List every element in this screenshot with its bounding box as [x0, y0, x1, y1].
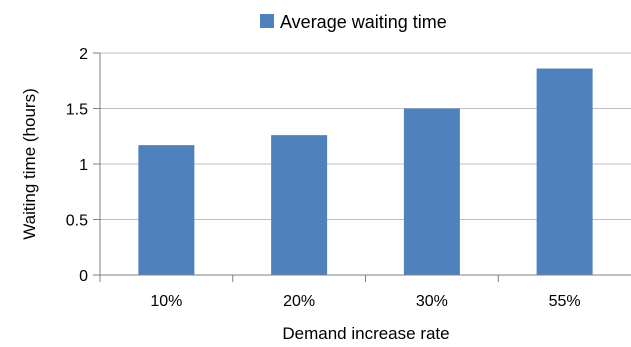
legend: Average waiting time	[260, 12, 447, 32]
y-tick-label: 1	[79, 157, 88, 174]
y-tick-label: 0	[79, 268, 88, 285]
bar	[403, 108, 460, 275]
x-tick-label: 20%	[283, 293, 315, 310]
x-tick-label: 55%	[549, 293, 581, 310]
x-tick-labels: 10% 20% 30% 55%	[150, 293, 580, 310]
y-tick-label: 1.5	[66, 102, 88, 119]
bar	[271, 135, 328, 275]
x-axis-title: Demand increase rate	[282, 324, 449, 343]
legend-swatch	[260, 14, 274, 28]
bars	[138, 68, 593, 275]
axes	[99, 53, 631, 282]
x-tick-label: 30%	[416, 293, 448, 310]
legend-label: Average waiting time	[280, 12, 447, 32]
y-tick-label: 0.5	[66, 213, 88, 230]
y-tick-labels: 0 0.5 1 1.5 2	[66, 46, 88, 285]
y-axis-title: Waiting time (hours)	[20, 88, 39, 239]
y-tick-label: 2	[79, 46, 88, 63]
bar	[138, 145, 195, 275]
bar	[536, 68, 593, 275]
x-tick-label: 10%	[150, 293, 182, 310]
